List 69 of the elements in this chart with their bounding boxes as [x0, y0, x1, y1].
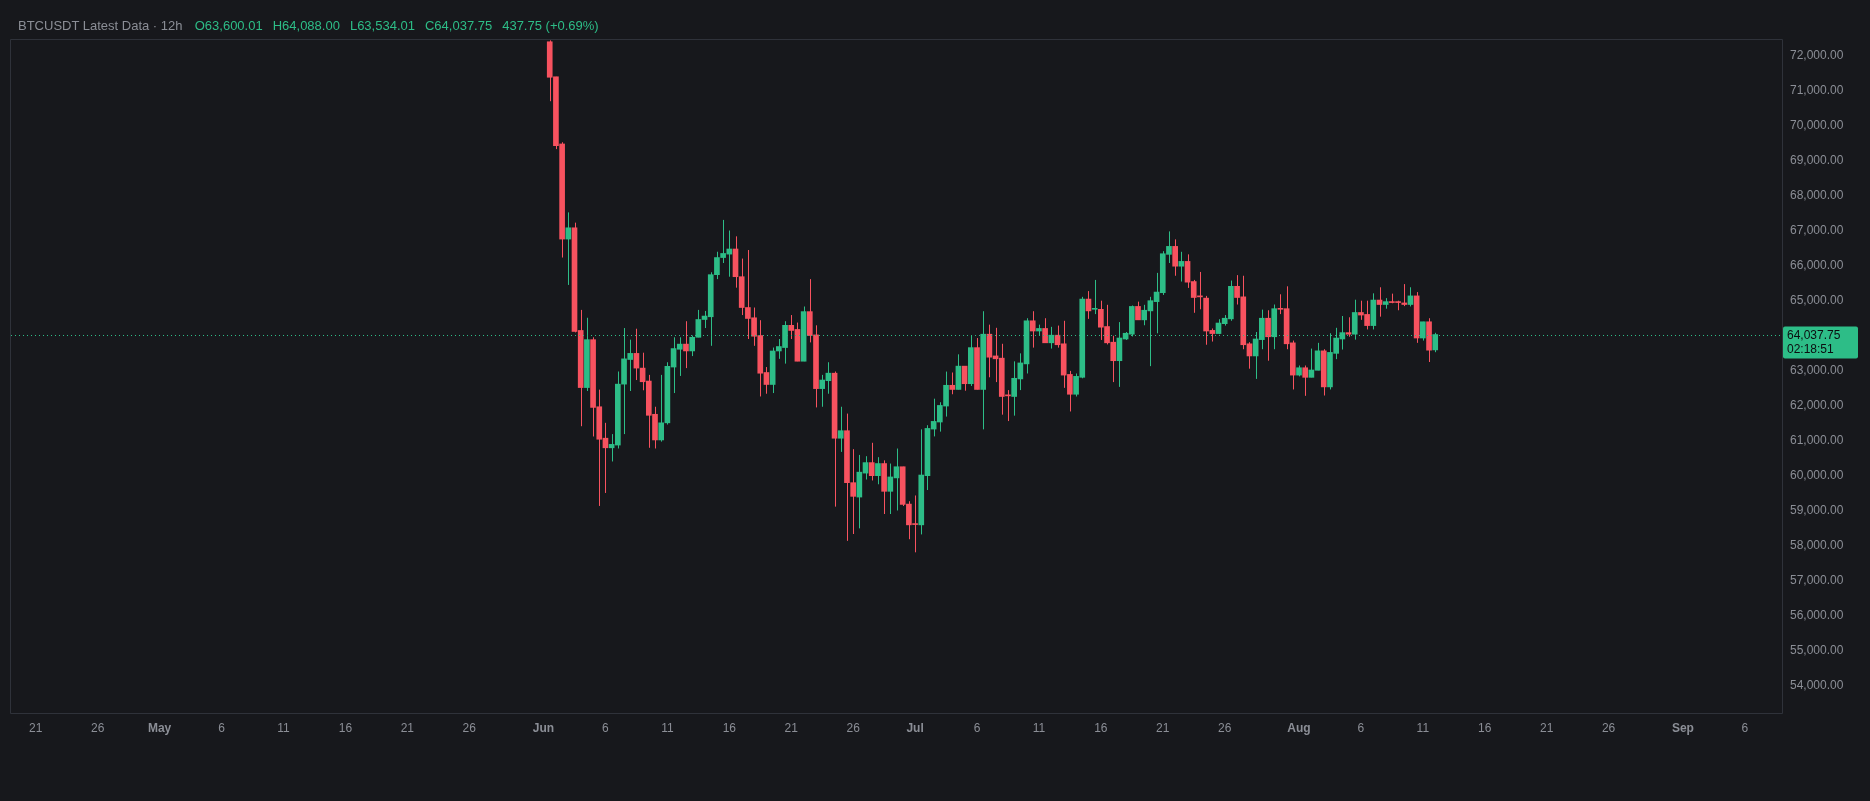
x-tick-label: 26: [91, 720, 105, 735]
y-tick-label: 66,000.00: [1790, 258, 1844, 273]
x-tick-label: 16: [1478, 720, 1492, 735]
x-tick-label: 16: [722, 720, 737, 735]
candlestick: [1091, 279, 1098, 315]
x-tick-label: 26: [462, 720, 477, 735]
text: L63,534.01: [349, 17, 415, 33]
candlestick: [1401, 283, 1408, 307]
y-tick-label: 61,000.00: [1790, 433, 1844, 448]
y-tick-label: 72,000.00: [1790, 48, 1844, 63]
y-tick-label: 58,000.00: [1790, 538, 1844, 553]
y-tick-label: 54,000.00: [1790, 678, 1844, 693]
x-tick-label: 21: [1156, 720, 1170, 735]
x-tick-label: 21: [400, 720, 415, 735]
x-tick-label: 11: [277, 720, 291, 735]
y-tick-label: 55,000.00: [1790, 643, 1844, 658]
candlestick: [683, 320, 689, 369]
y-tick-label: 67,000.00: [1790, 223, 1844, 238]
y-tick-label: 59,000.00: [1790, 503, 1844, 518]
y-tick-label: 65,000.00: [1790, 293, 1844, 308]
x-tick-label: 21: [1540, 720, 1554, 735]
y-tick-label: 62,000.00: [1790, 398, 1844, 413]
y-tick-label: 56,000.00: [1790, 608, 1844, 623]
x-tick-label: 11: [1032, 720, 1046, 735]
text: O63,600.01: [194, 17, 263, 33]
x-tick-label: 16: [338, 720, 353, 735]
text: H64,088.00: [272, 17, 340, 33]
x-tick-label: Jul: [906, 720, 924, 735]
x-tick-label: 6: [1741, 720, 1749, 735]
candlestick: [1178, 251, 1185, 283]
x-tick-label: 26: [1218, 720, 1232, 735]
candlestick: [1302, 365, 1309, 397]
candlestick: [1345, 316, 1352, 338]
x-tick-label: 26: [846, 720, 861, 735]
candlestick: [837, 406, 844, 453]
candlestick: [1042, 317, 1048, 344]
x-tick-label: 21: [784, 720, 799, 735]
y-tick-label: 70,000.00: [1790, 118, 1844, 133]
ref-line-label: 64,037.75: [1787, 327, 1841, 342]
x-tick-label: 6: [218, 720, 226, 735]
candlestick: [875, 456, 881, 485]
x-tick-label: May: [147, 720, 172, 735]
candlestick: [565, 211, 572, 286]
text: 437.75 (+0.69%): [502, 17, 599, 33]
y-tick-label: 63,000.00: [1790, 363, 1844, 378]
x-tick-label: 21: [29, 720, 43, 735]
text: 02:18:51: [1787, 341, 1835, 356]
candlestick: [1029, 310, 1036, 349]
x-tick-label: 6: [1357, 720, 1365, 735]
x-tick-label: 6: [602, 720, 610, 735]
y-tick-label: 57,000.00: [1790, 573, 1844, 588]
candlestick: [1135, 301, 1141, 321]
x-tick-label: Aug: [1287, 720, 1311, 735]
x-tick-label: Jun: [532, 720, 555, 735]
y-tick-label: 71,000.00: [1790, 83, 1844, 98]
candlestick: [1172, 238, 1178, 277]
y-tick-label: 68,000.00: [1790, 188, 1844, 203]
x-tick-label: 11: [661, 720, 674, 735]
candlestick: [1265, 309, 1271, 362]
y-tick-label: 60,000.00: [1790, 468, 1844, 483]
text: C64,037.75: [424, 17, 493, 33]
x-tick-label: 26: [1601, 720, 1616, 735]
x-tick-label: 11: [1416, 720, 1430, 735]
y-tick-label: 69,000.00: [1790, 153, 1844, 168]
x-tick-label: Sep: [1671, 720, 1694, 735]
x-tick-label: 16: [1094, 720, 1108, 735]
x-tick-label: 6: [973, 720, 981, 735]
chart-title: BTCUSDT Latest Data · 12h: [18, 17, 183, 33]
candlestick: [949, 372, 956, 395]
